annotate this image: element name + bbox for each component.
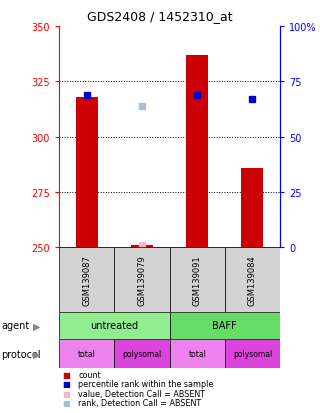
Bar xyxy=(170,339,225,368)
Text: rank, Detection Call = ABSENT: rank, Detection Call = ABSENT xyxy=(78,398,202,407)
Bar xyxy=(59,312,170,339)
Text: total: total xyxy=(78,349,96,358)
Text: ■: ■ xyxy=(62,398,70,407)
Text: BAFF: BAFF xyxy=(212,320,237,331)
Bar xyxy=(225,339,280,368)
Bar xyxy=(115,248,170,312)
Bar xyxy=(225,248,280,312)
Text: ▶: ▶ xyxy=(33,349,41,359)
Text: GSM139091: GSM139091 xyxy=(193,254,202,305)
Text: polysomal: polysomal xyxy=(233,349,272,358)
Bar xyxy=(170,312,280,339)
Text: GSM139079: GSM139079 xyxy=(138,254,147,305)
Text: value, Detection Call = ABSENT: value, Detection Call = ABSENT xyxy=(78,389,205,398)
Text: ■: ■ xyxy=(62,380,70,389)
Text: GDS2408 / 1452310_at: GDS2408 / 1452310_at xyxy=(87,10,233,23)
Text: ■: ■ xyxy=(62,389,70,398)
Text: percentile rank within the sample: percentile rank within the sample xyxy=(78,380,214,389)
Text: agent: agent xyxy=(2,320,30,331)
Bar xyxy=(241,168,263,248)
Bar xyxy=(131,246,153,248)
Text: ▶: ▶ xyxy=(33,320,41,331)
Text: count: count xyxy=(78,370,101,380)
Text: polysomal: polysomal xyxy=(122,349,162,358)
Text: total: total xyxy=(188,349,206,358)
Bar xyxy=(115,339,170,368)
Text: untreated: untreated xyxy=(90,320,139,331)
Text: ■: ■ xyxy=(62,370,70,380)
Text: protocol: protocol xyxy=(2,349,41,359)
Bar xyxy=(59,339,115,368)
Bar xyxy=(76,97,98,248)
Bar xyxy=(186,56,208,248)
Text: GSM139084: GSM139084 xyxy=(248,254,257,305)
Bar xyxy=(59,248,115,312)
Bar xyxy=(170,248,225,312)
Text: GSM139087: GSM139087 xyxy=(82,254,91,305)
